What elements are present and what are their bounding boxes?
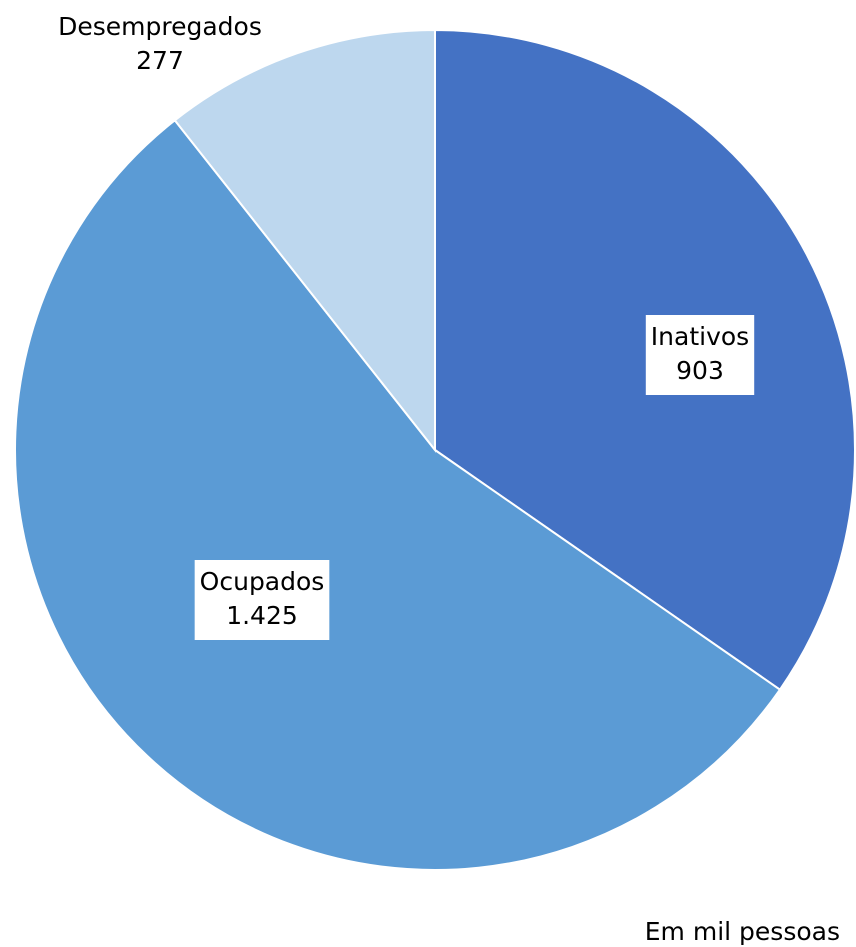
data-label: Ocupados 1.425	[194, 560, 330, 640]
data-label: Desempregados 277	[58, 12, 262, 75]
label-box	[645, 315, 755, 395]
category-label: Desempregados	[58, 12, 262, 41]
data-label: Inativos 903	[645, 315, 755, 395]
pie-slice	[173, 28, 436, 453]
pie-slice	[14, 118, 782, 871]
value-label: 277	[136, 46, 184, 75]
value-label: 903	[676, 356, 724, 385]
pie-slice	[434, 28, 856, 692]
labels: Inativos 903 Ocupados 1.425 Desempregados 277	[58, 12, 755, 640]
category-label: Ocupados	[200, 567, 325, 596]
label-box	[194, 560, 330, 640]
note: Em mil pessoas	[645, 917, 840, 946]
pie	[14, 28, 856, 871]
value-label: 1.425	[226, 601, 298, 630]
category-label: Inativos	[651, 322, 749, 351]
